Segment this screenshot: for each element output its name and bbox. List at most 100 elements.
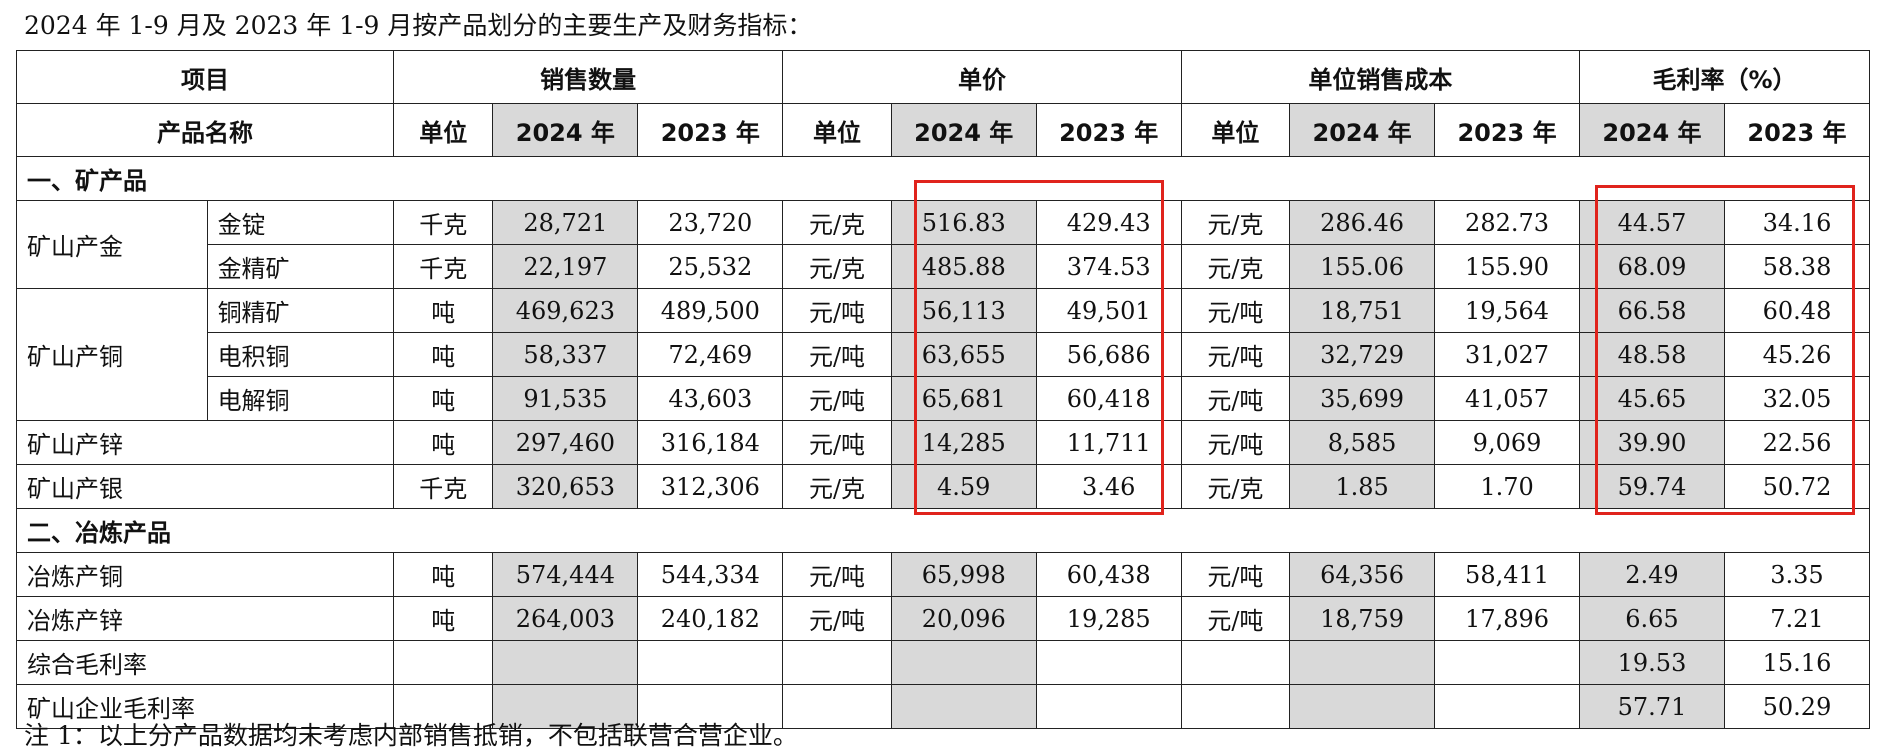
empty-cell	[1289, 640, 1436, 685]
gm-2024: 68.09	[1579, 244, 1725, 289]
header-row-1: 项目 销售数量 单价 单位销售成本 毛利率（%）	[15, 50, 1870, 104]
empty-cell	[1434, 640, 1581, 685]
price-2023: 3.46	[1035, 464, 1182, 509]
gm-2024: 6.65	[1579, 596, 1725, 641]
product-name: 金精矿	[206, 244, 395, 289]
price-2023: 19,285	[1035, 596, 1182, 641]
qty-2024: 574,444	[492, 552, 639, 597]
price-2023: 374.53	[1035, 244, 1182, 289]
group-label-copper: 矿山产铜	[16, 288, 208, 421]
qty-unit: 吨	[393, 332, 494, 377]
table-row: 电解铜 吨 91,535 43,603 元/吨 65,681 60,418 元/…	[17, 376, 1871, 421]
gm-2024: 44.57	[1579, 200, 1725, 245]
cost-2024: 1.85	[1289, 464, 1436, 509]
header-qty-2024: 2024 年	[492, 103, 639, 157]
qty-2023: 25,532	[637, 244, 784, 289]
empty-cell	[492, 684, 639, 729]
empty-cell	[492, 640, 639, 685]
qty-2024: 469,623	[492, 288, 639, 333]
product-name: 矿山产银	[15, 464, 395, 509]
price-2024: 516.83	[890, 200, 1037, 245]
product-name: 电积铜	[206, 332, 395, 377]
gm-2023: 15.16	[1723, 640, 1871, 685]
empty-cell	[637, 684, 784, 729]
qty-2023: 72,469	[637, 332, 784, 377]
price-2024: 65,998	[890, 552, 1037, 597]
section-row: 一、矿产品	[16, 156, 1870, 201]
gm-2023: 60.48	[1723, 288, 1871, 333]
qty-2023: 316,184	[637, 420, 784, 465]
cost-unit: 元/吨	[1180, 596, 1291, 641]
gm-2023: 50.29	[1723, 684, 1871, 729]
table-row: 冶炼产铜 吨 574,444 544,334 元/吨 65,998 60,438…	[15, 552, 1871, 597]
gm-2023: 22.56	[1723, 420, 1871, 465]
header-qty-2023: 2023 年	[637, 103, 784, 157]
header-cost-2023: 2023 年	[1434, 103, 1581, 157]
empty-cell	[1180, 640, 1291, 685]
price-unit: 元/吨	[782, 420, 892, 465]
qty-unit: 千克	[393, 200, 494, 245]
product-name: 矿山产锌	[15, 420, 395, 465]
price-unit: 元/吨	[782, 332, 892, 377]
gm-2023: 50.72	[1723, 464, 1871, 509]
cost-unit: 元/克	[1180, 244, 1291, 289]
gm-2023: 45.26	[1723, 332, 1871, 377]
qty-unit: 吨	[393, 288, 494, 333]
cost-2024: 32,729	[1289, 332, 1436, 377]
cost-unit: 元/克	[1180, 464, 1291, 509]
cost-2023: 41,057	[1434, 376, 1581, 421]
price-unit: 元/吨	[782, 288, 892, 333]
qty-2024: 264,003	[492, 596, 639, 641]
cost-2024: 155.06	[1289, 244, 1436, 289]
cost-2024: 286.46	[1289, 200, 1436, 245]
header-unit-cost: 单位销售成本	[1180, 50, 1581, 104]
financial-indicators-table: 项目 销售数量 单价 单位销售成本 毛利率（%） 产品名称 单位 2024 年 …	[15, 50, 1871, 729]
cost-unit: 元/克	[1180, 200, 1291, 245]
empty-cell	[1289, 684, 1436, 729]
empty-cell	[1035, 684, 1182, 729]
header-sales-quantity: 销售数量	[393, 50, 784, 104]
cost-2024: 18,759	[1289, 596, 1436, 641]
price-2023: 49,501	[1035, 288, 1182, 333]
empty-cell	[782, 684, 892, 729]
gm-2024: 2.49	[1579, 552, 1725, 597]
header-row-2: 产品名称 单位 2024 年 2023 年 单位 2024 年 2023 年 单…	[15, 103, 1871, 157]
empty-cell	[393, 640, 494, 685]
cost-unit: 元/吨	[1180, 376, 1291, 421]
header-cost-2024: 2024 年	[1289, 103, 1436, 157]
table-row: 矿山产金 金锭 千克 28,721 23,720 元/克 516.83 429.…	[16, 200, 1871, 289]
gm-2024: 57.71	[1579, 684, 1725, 729]
gm-2024: 45.65	[1579, 376, 1725, 421]
table-row: 矿山产铜 铜精矿 吨 469,623 489,500 元/吨 56,113 49…	[16, 288, 1871, 421]
header-cost-unit: 单位	[1180, 103, 1291, 157]
price-2023: 56,686	[1035, 332, 1182, 377]
cost-2023: 155.90	[1434, 244, 1581, 289]
price-unit: 元/克	[782, 200, 892, 245]
price-2024: 14,285	[890, 420, 1037, 465]
table-row: 矿山产银 千克 320,653 312,306 元/克 4.59 3.46 元/…	[15, 464, 1871, 509]
empty-cell	[782, 640, 892, 685]
section-mine-products: 一、矿产品	[16, 156, 1870, 201]
qty-2024: 297,460	[492, 420, 639, 465]
header-gross-margin: 毛利率（%）	[1579, 50, 1870, 104]
product-name: 矿山企业毛利率	[15, 684, 395, 729]
qty-unit: 吨	[393, 376, 494, 421]
qty-unit: 吨	[393, 596, 494, 641]
qty-2024: 320,653	[492, 464, 639, 509]
gm-2023: 34.16	[1723, 200, 1871, 245]
gm-2023: 32.05	[1723, 376, 1871, 421]
qty-2023: 240,182	[637, 596, 784, 641]
qty-2024: 91,535	[492, 376, 639, 421]
gm-2023: 7.21	[1723, 596, 1871, 641]
empty-cell	[1434, 684, 1581, 729]
gm-2024: 19.53	[1579, 640, 1725, 685]
gm-2024: 59.74	[1579, 464, 1725, 509]
header-price-2024: 2024 年	[890, 103, 1037, 157]
gm-2024: 48.58	[1579, 332, 1725, 377]
qty-2023: 43,603	[637, 376, 784, 421]
header-item: 项目	[15, 50, 395, 104]
price-unit: 元/吨	[782, 552, 892, 597]
price-2024: 63,655	[890, 332, 1037, 377]
cost-2024: 8,585	[1289, 420, 1436, 465]
gm-2023: 3.35	[1723, 552, 1871, 597]
